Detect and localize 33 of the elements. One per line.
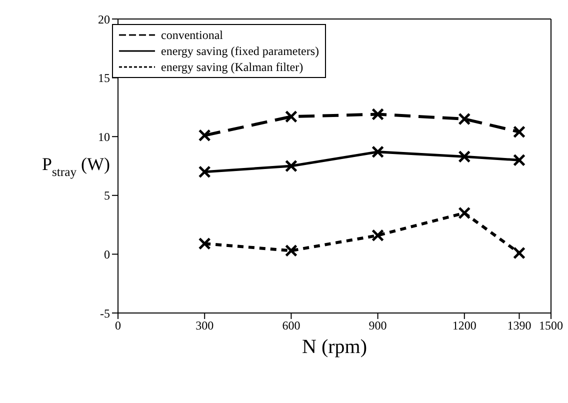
x-tick-label: 1390	[507, 318, 532, 333]
x-tick-label: 1200	[452, 318, 476, 333]
point	[512, 154, 526, 166]
y-tick-label: 10	[98, 130, 110, 144]
point	[284, 244, 298, 257]
y-axis-title: P$_{stray}$ (W)	[42, 154, 110, 179]
y-tick-label: 15	[98, 71, 110, 86]
point	[284, 110, 298, 123]
point	[372, 108, 384, 121]
point	[198, 237, 211, 250]
x-tick-label: 900	[368, 318, 387, 333]
point	[458, 150, 471, 163]
y-tick-label: 20	[98, 12, 110, 26]
legend-label: energy saving (fixed parameters)	[161, 43, 320, 59]
y-tick-label: 5	[104, 188, 110, 203]
point	[198, 129, 211, 142]
point	[512, 246, 526, 260]
point	[512, 126, 526, 138]
x-axis-title: N (rpm)	[302, 336, 367, 358]
legend-label: energy saving (Kalman filter)	[161, 59, 304, 75]
point	[372, 146, 384, 158]
point	[198, 166, 211, 178]
point	[458, 112, 471, 126]
x-tick-label: 0	[115, 318, 121, 333]
y-tick-label: -5	[100, 306, 110, 320]
legend-label: conventional	[161, 27, 223, 43]
x-tick-label: 1500	[539, 318, 563, 333]
point	[284, 160, 298, 172]
point	[458, 206, 471, 220]
x-tick-label: 600	[282, 318, 300, 333]
point	[372, 229, 384, 242]
y-tick-label: 0	[104, 247, 110, 262]
x-tick-label: 300	[196, 318, 214, 333]
